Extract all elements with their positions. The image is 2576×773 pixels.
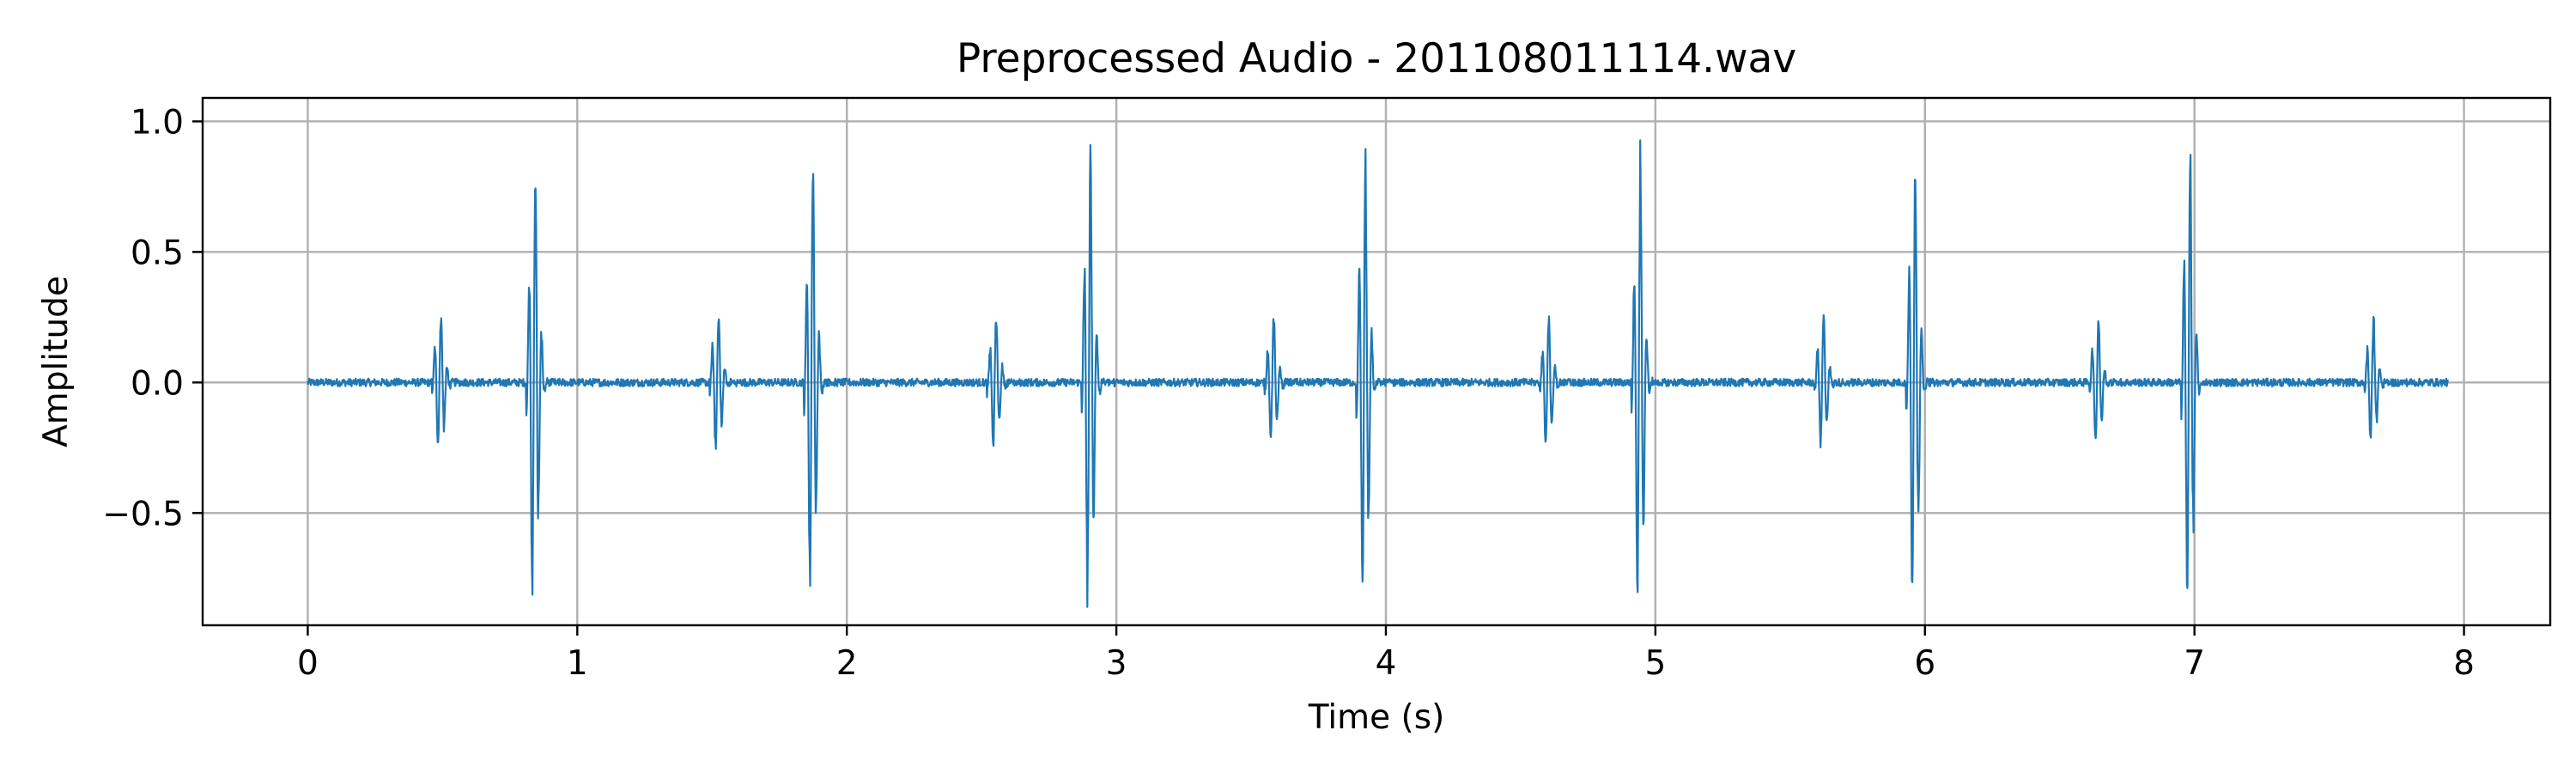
x-tick-label: 7 bbox=[2184, 644, 2205, 683]
x-tick-label: 0 bbox=[297, 644, 319, 683]
x-tick-label: 2 bbox=[836, 644, 858, 683]
waveform-line bbox=[307, 139, 2449, 608]
waveform-series bbox=[307, 139, 2449, 608]
x-tick-label: 6 bbox=[1914, 644, 1935, 683]
y-axis-label: Amplitude bbox=[37, 276, 76, 447]
x-tick-label: 8 bbox=[2453, 644, 2475, 683]
y-tick-label: −0.5 bbox=[102, 495, 184, 533]
axis-ticks: 0 1 2 3 4 5 6 7 8 −0.5 0.0 0.5 1.0 bbox=[102, 103, 2475, 683]
plot-frame bbox=[201, 96, 2552, 627]
x-tick-label: 5 bbox=[1644, 644, 1666, 683]
y-tick-label: 0.5 bbox=[131, 234, 184, 272]
chart-title: Preprocessed Audio - 201108011114.wav bbox=[957, 35, 1796, 82]
x-tick-label: 4 bbox=[1376, 644, 1397, 683]
x-axis-label: Time (s) bbox=[1308, 698, 1445, 737]
x-tick-label: 3 bbox=[1106, 644, 1127, 683]
y-tick-label: 0.0 bbox=[131, 364, 184, 403]
y-tick-label: 1.0 bbox=[131, 103, 184, 142]
x-tick-label: 1 bbox=[567, 644, 588, 683]
